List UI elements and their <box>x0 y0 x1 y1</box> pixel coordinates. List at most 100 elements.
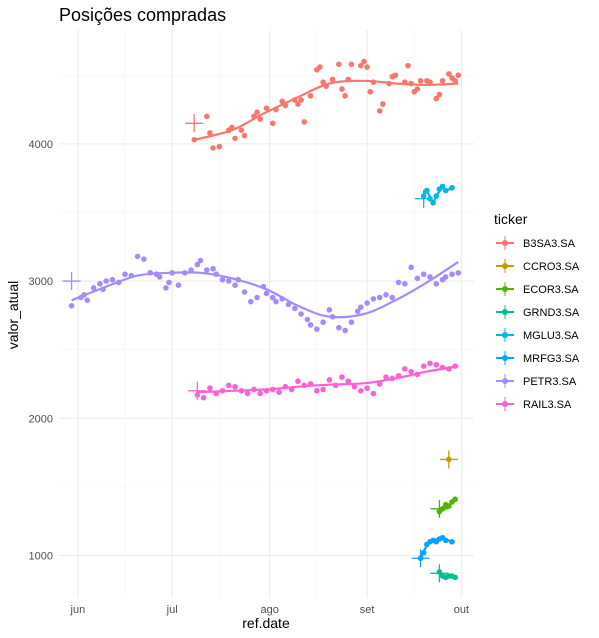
point-petr3-sa <box>298 311 304 317</box>
point-rail3-sa <box>452 363 458 369</box>
point-petr3-sa <box>260 283 267 290</box>
point-petr3-sa <box>408 264 414 271</box>
point-petr3-sa <box>420 271 427 278</box>
point-b3sa3-sa <box>282 102 289 109</box>
point-mglu3-sa <box>433 193 440 199</box>
trend-line-b3sa3-sa <box>193 79 459 141</box>
point-rail3-sa <box>282 383 289 390</box>
point-mglu3-sa <box>449 184 455 191</box>
point-rail3-sa <box>251 386 257 393</box>
point-petr3-sa <box>156 274 163 280</box>
point-petr3-sa <box>109 276 116 283</box>
point-petr3-sa <box>100 286 106 293</box>
legend-label-mrfg3-sa: MRFG3.SA <box>523 353 580 365</box>
point-petr3-sa <box>163 285 169 291</box>
point-b3sa3-sa <box>446 71 452 77</box>
point-petr3-sa <box>213 271 219 278</box>
point-rail3-sa <box>257 390 264 397</box>
point-rail3-sa <box>420 363 427 369</box>
point-petr3-sa <box>358 304 364 310</box>
point-petr3-sa <box>232 282 238 288</box>
legend-key-dot-petr3-sa <box>502 378 508 384</box>
point-rail3-sa <box>244 390 251 397</box>
point-petr3-sa <box>342 327 348 334</box>
point-petr3-sa <box>84 297 91 304</box>
point-b3sa3-sa <box>232 135 238 142</box>
legend-key-dot-mrfg3-sa <box>502 355 508 361</box>
y-tick-label: 4000 <box>29 139 53 151</box>
point-rail3-sa <box>389 375 396 382</box>
point-b3sa3-sa <box>370 79 377 85</box>
point-rail3-sa <box>408 368 414 375</box>
point-petr3-sa <box>225 278 232 284</box>
point-rail3-sa <box>207 385 213 391</box>
point-petr3-sa <box>348 319 355 326</box>
point-b3sa3-sa <box>273 106 279 113</box>
point-ecor3-sa <box>446 503 452 509</box>
point-petr3-sa <box>122 271 128 278</box>
point-petr3-sa <box>402 281 408 287</box>
point-rail3-sa <box>383 374 389 380</box>
y-tick-labels: 1000 2000 3000 4000 <box>29 139 53 563</box>
point-petr3-sa <box>455 270 462 276</box>
point-petr3-sa <box>314 326 320 332</box>
point-rail3-sa <box>402 366 408 372</box>
point-b3sa3-sa <box>301 119 308 125</box>
point-petr3-sa <box>166 279 172 286</box>
point-b3sa3-sa <box>455 72 462 79</box>
point-mrfg3-sa <box>449 538 455 545</box>
point-rail3-sa <box>314 388 320 394</box>
legend-key-dot-grnd3-sa <box>502 309 508 315</box>
point-mglu3-sa <box>430 200 436 206</box>
point-petr3-sa <box>320 319 326 326</box>
point-b3sa3-sa <box>320 79 326 85</box>
point-petr3-sa <box>291 305 298 312</box>
point-petr3-sa <box>254 294 260 301</box>
legend-key-dot-mglu3-sa <box>502 332 508 338</box>
point-rail3-sa <box>433 361 440 368</box>
point-b3sa3-sa <box>364 64 370 70</box>
point-b3sa3-sa <box>339 86 345 92</box>
point-rail3-sa <box>219 388 226 394</box>
y-tick-label: 2000 <box>29 413 53 425</box>
point-b3sa3-sa <box>342 93 348 99</box>
point-rail3-sa <box>213 390 219 397</box>
point-petr3-sa <box>128 272 135 279</box>
point-b3sa3-sa <box>203 113 210 120</box>
point-b3sa3-sa <box>376 108 383 114</box>
point-b3sa3-sa <box>367 88 374 95</box>
point-petr3-sa <box>427 274 433 280</box>
point-petr3-sa <box>304 316 311 323</box>
point-petr3-sa <box>188 267 194 273</box>
point-b3sa3-sa <box>329 76 336 83</box>
point-b3sa3-sa <box>210 145 216 151</box>
point-rail3-sa <box>307 381 314 387</box>
point-rail3-sa <box>364 385 370 391</box>
point-petr3-sa <box>269 294 276 301</box>
point-b3sa3-sa <box>439 77 446 84</box>
point-b3sa3-sa <box>427 79 433 85</box>
x-tick-label: out <box>454 604 469 616</box>
legend-label-petr3-sa: PETR3.SA <box>523 376 577 388</box>
legend: B3SA3.SA CCRO3.SA ECOR3.SA GRND3.SA MGLU3.SA… <box>496 236 580 411</box>
entry-markers <box>62 114 458 583</box>
point-b3sa3-sa <box>380 101 386 107</box>
point-rail3-sa <box>439 364 446 371</box>
point-rail3-sa <box>339 374 345 380</box>
point-petr3-sa <box>354 308 361 315</box>
point-petr3-sa <box>364 300 370 306</box>
point-petr3-sa <box>433 281 440 287</box>
point-mglu3-sa <box>439 183 446 190</box>
point-grnd3-sa <box>452 574 458 581</box>
point-b3sa3-sa <box>336 61 342 68</box>
point-b3sa3-sa <box>405 62 411 69</box>
point-rail3-sa <box>263 388 270 394</box>
legend-label-mglu3-sa: MGLU3.SA <box>523 330 579 342</box>
point-b3sa3-sa <box>307 93 314 99</box>
trend-line-petr3-sa <box>71 260 459 319</box>
legend-key-dot-rail3-sa <box>502 401 508 407</box>
point-mglu3-sa <box>442 187 449 194</box>
y-tick-label: 1000 <box>29 550 53 562</box>
point-petr3-sa <box>90 285 97 291</box>
point-petr3-sa <box>97 281 103 287</box>
